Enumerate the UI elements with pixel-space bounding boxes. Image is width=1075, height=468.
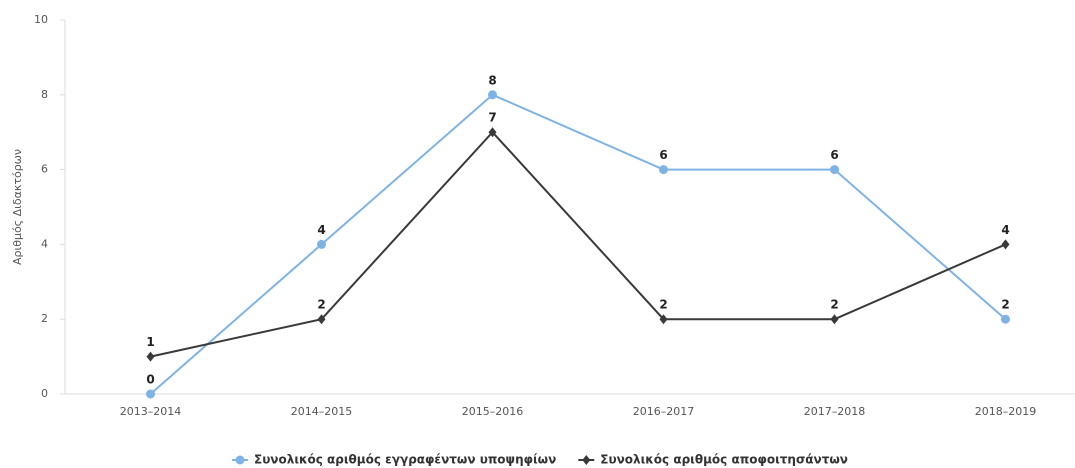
- value-label: 0: [146, 373, 154, 387]
- value-label: 1: [146, 335, 154, 349]
- value-label: 8: [488, 73, 496, 87]
- x-tick-label: 2017–2018: [804, 405, 866, 418]
- y-axis-label: Αριθμός Διδακτόρων: [11, 149, 24, 265]
- point: [1001, 314, 1010, 324]
- point: [146, 389, 155, 399]
- series-line: [149, 93, 1007, 395]
- value-label: 2: [317, 298, 325, 312]
- point: [146, 351, 155, 362]
- point: [488, 127, 497, 138]
- point: [659, 165, 668, 175]
- point: [659, 314, 668, 325]
- value-label: 4: [1001, 223, 1009, 237]
- x-tick-label: 2014–2015: [291, 405, 353, 418]
- x-tick-label: 2018–2019: [975, 405, 1037, 418]
- point: [317, 239, 326, 249]
- y-tick-label: 0: [41, 387, 48, 400]
- y-tick-label: 8: [41, 88, 48, 101]
- y-tick-label: 6: [41, 163, 48, 176]
- legend-label: Συνολικός αριθμός αποφοιτησάντων: [600, 453, 848, 467]
- value-label: 2: [1001, 298, 1009, 312]
- point: [582, 455, 591, 465]
- value-label: 4: [317, 223, 325, 237]
- point: [830, 314, 839, 325]
- legend-label: Συνολικός αριθμός εγγραφέντων υποψηφίων: [254, 453, 556, 467]
- x-tick-label: 2015–2016: [462, 405, 524, 418]
- value-label: 2: [659, 298, 667, 312]
- point: [235, 455, 245, 465]
- value-label: 6: [659, 148, 667, 162]
- x-tick-label: 2013–2014: [120, 405, 182, 418]
- value-label: 6: [830, 148, 838, 162]
- point: [488, 90, 497, 100]
- point: [317, 314, 326, 325]
- y-tick-label: 2: [41, 312, 48, 325]
- value-label: 2: [830, 298, 838, 312]
- series-line: [150, 130, 1006, 358]
- value-label: 7: [488, 111, 496, 125]
- y-tick-label: 10: [34, 13, 48, 26]
- point: [830, 165, 839, 175]
- point: [1001, 239, 1010, 250]
- y-tick-label: 4: [41, 237, 48, 250]
- x-tick-label: 2016–2017: [633, 405, 695, 418]
